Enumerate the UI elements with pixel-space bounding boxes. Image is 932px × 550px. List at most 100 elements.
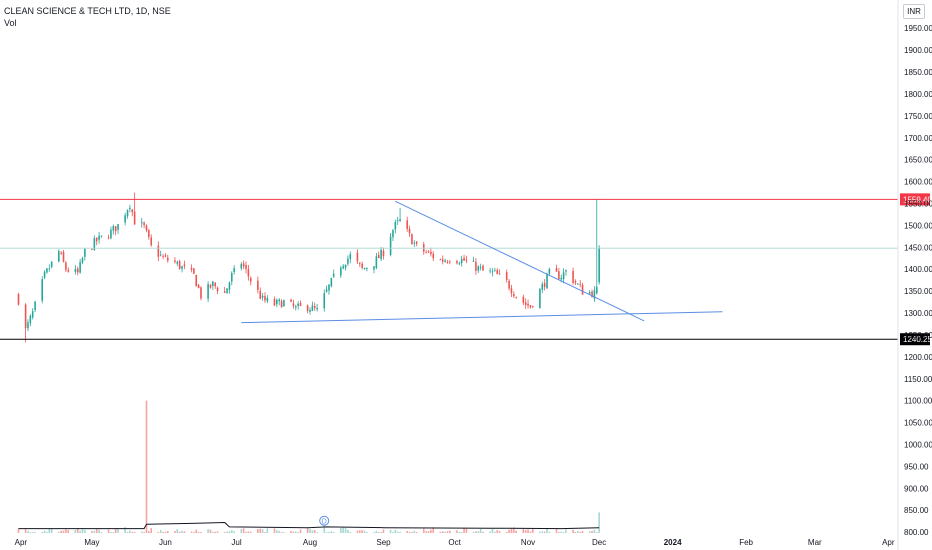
dividend-marker-label: D <box>322 519 327 526</box>
volume-bar <box>394 529 397 533</box>
candle-body <box>299 303 302 306</box>
dividend-icon[interactable] <box>319 515 330 526</box>
candle-body <box>81 258 84 263</box>
descending-trend-line[interactable] <box>395 200 645 322</box>
volume-bar <box>422 528 425 533</box>
candle-body <box>183 264 186 267</box>
y-tick-label: 1700.00 <box>904 134 932 143</box>
candle-body <box>60 252 62 254</box>
volume-bar <box>276 530 278 533</box>
volume-bar <box>145 400 148 533</box>
y-tick-label: 1850.00 <box>904 68 932 77</box>
volume-bar <box>555 528 558 533</box>
candle-body <box>548 268 551 274</box>
ascending-trend-line[interactable] <box>241 311 723 324</box>
candle-body <box>482 265 484 271</box>
candle-body <box>411 234 413 245</box>
x-tick-label: Mar <box>808 538 822 547</box>
candle-body <box>323 293 326 309</box>
volume-bar <box>209 529 212 533</box>
volume-bar <box>543 531 546 533</box>
volume-bar <box>183 531 186 533</box>
volume-bar <box>167 530 169 533</box>
candle-body <box>562 272 565 280</box>
volume-bar <box>306 527 309 533</box>
volume-bar <box>311 530 314 533</box>
candle-body <box>159 254 162 256</box>
candle-body <box>228 282 231 290</box>
candle-body <box>117 224 119 230</box>
volume-bar <box>190 531 193 533</box>
volume-bar <box>157 531 160 533</box>
volume-bar <box>489 531 491 533</box>
x-tick-label: Apr <box>882 538 895 547</box>
candle-body <box>167 257 169 261</box>
candle-body <box>415 241 418 244</box>
volume-bar <box>358 530 361 533</box>
candle-body <box>79 262 81 273</box>
volume-bar <box>195 529 198 533</box>
volume-bar <box>593 529 596 533</box>
candle-body <box>129 207 131 210</box>
candle-body <box>527 303 529 306</box>
candle-body <box>280 300 283 308</box>
candle-body <box>294 306 297 308</box>
symbol-title[interactable]: CLEAN SCIENCE & TECH LTD, 1D, NSE <box>4 6 171 16</box>
volume-bar <box>363 530 366 533</box>
volume-bar <box>84 529 86 533</box>
candle-body <box>46 268 48 273</box>
volume-bar <box>223 532 226 533</box>
volume-bar <box>380 532 382 533</box>
x-tick-label: Oct <box>448 538 461 547</box>
candle-body <box>541 284 544 290</box>
chart-legend: CLEAN SCIENCE & TECH LTD, 1D, NSE Vol <box>4 5 171 29</box>
candle-body <box>477 266 480 271</box>
volume-bar <box>41 531 43 533</box>
candle-body <box>572 270 574 283</box>
support-price-tag <box>900 333 930 346</box>
candle-body <box>311 305 314 311</box>
volume-bar <box>465 528 468 533</box>
candle-body <box>259 290 262 299</box>
volume-bar <box>432 527 435 533</box>
candle-body <box>427 251 430 253</box>
x-tick-label: Dec <box>592 538 606 547</box>
currency-button[interactable]: INR <box>903 4 925 19</box>
volume-bar <box>233 531 235 533</box>
volume-bar <box>247 531 250 533</box>
volume-bar <box>131 531 134 533</box>
candle-body <box>145 225 148 231</box>
candle-body <box>240 264 243 269</box>
candle-body <box>375 256 378 268</box>
time-axis[interactable]: Apr May Jun Jul Aug Sep Oct Nov Dec 2024 Feb Mar Apr <box>15 538 895 547</box>
candle-body <box>363 267 366 270</box>
volume-bar <box>133 531 136 533</box>
candle-body <box>91 249 93 250</box>
volume-bar <box>430 529 432 533</box>
y-tick-label: 1500.00 <box>904 221 932 230</box>
drawings[interactable]: 1559.40 1240.25 <box>0 193 932 346</box>
volume-bar <box>43 530 46 533</box>
candle-body <box>214 282 217 287</box>
volume-bar <box>595 532 598 533</box>
volume-bar <box>181 530 183 533</box>
candle-body <box>313 305 316 308</box>
volume-bar <box>510 528 513 533</box>
candle-body <box>425 252 427 253</box>
volume-label[interactable]: Vol <box>4 18 17 28</box>
y-tick-label: 1100.00 <box>904 397 932 406</box>
candle-body <box>344 264 347 268</box>
volume-bar <box>396 531 399 533</box>
volume-bar <box>392 531 394 533</box>
candle-body <box>190 267 193 270</box>
candle-body <box>133 211 136 225</box>
volume-bar <box>164 532 167 533</box>
y-tick-label: 800.00 <box>904 528 929 537</box>
candle-body <box>498 273 501 275</box>
candle-body <box>510 288 513 294</box>
price-axis[interactable]: 1950.00 1900.00 1850.00 1800.00 1750.00 1700.… <box>897 0 932 550</box>
candle-body <box>140 222 143 224</box>
volume-bar <box>93 530 96 533</box>
